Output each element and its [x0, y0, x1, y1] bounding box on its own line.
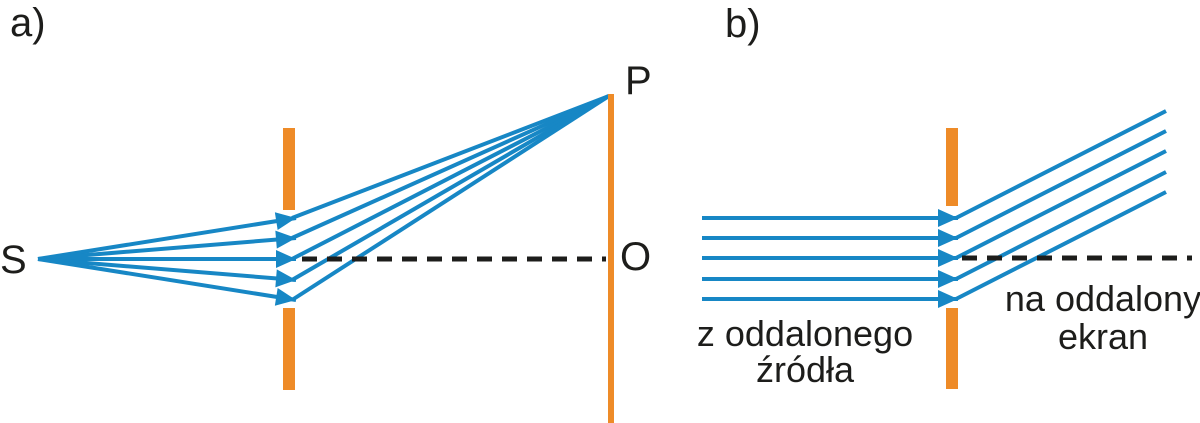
ray-incoming	[37, 257, 297, 288]
panel-b: b) z o	[697, 2, 1200, 390]
panel-b-label: b)	[725, 2, 761, 46]
ray-outgoing	[290, 94, 611, 302]
panel-b-outgoing-rays	[955, 109, 1167, 301]
screen-caption-line2: ekran	[1058, 316, 1148, 357]
source-caption-line2: źródła	[756, 349, 855, 390]
slit-barrier-top	[283, 128, 295, 210]
screen-line	[608, 94, 614, 423]
source-caption: z oddalonego źródła	[697, 313, 913, 390]
screen-caption-line1: na oddalony	[1005, 278, 1200, 319]
screen-caption: na oddalony ekran	[1005, 278, 1200, 357]
ray-outgoing	[955, 190, 1167, 301]
panel-a-outgoing-rays	[290, 94, 611, 302]
panel-a-label: a)	[10, 1, 46, 45]
ray-outgoing	[955, 129, 1167, 240]
ray-incoming	[37, 212, 297, 261]
ray-outgoing	[290, 94, 611, 282]
slit-barrier-top	[946, 128, 958, 206]
axis-point-o-label: O	[620, 235, 651, 279]
slit-barrier-bottom	[946, 308, 958, 389]
ray-outgoing	[955, 170, 1167, 281]
ray-outgoing	[291, 94, 610, 220]
screen-point-p-label: P	[625, 59, 652, 103]
ray-outgoing	[291, 94, 610, 261]
slit-barrier-bottom	[283, 308, 295, 390]
panel-a-incoming-rays	[37, 212, 297, 306]
source-point-label: S	[0, 238, 27, 282]
ray-incoming	[37, 257, 297, 306]
ray-outgoing	[955, 149, 1167, 260]
ray-outgoing	[291, 94, 610, 240]
panel-a: a)	[0, 1, 652, 423]
ray-incoming	[37, 230, 297, 261]
panel-b-incoming-rays	[702, 209, 958, 308]
ray-outgoing	[955, 109, 1167, 220]
source-caption-line1: z oddalonego	[697, 313, 913, 354]
